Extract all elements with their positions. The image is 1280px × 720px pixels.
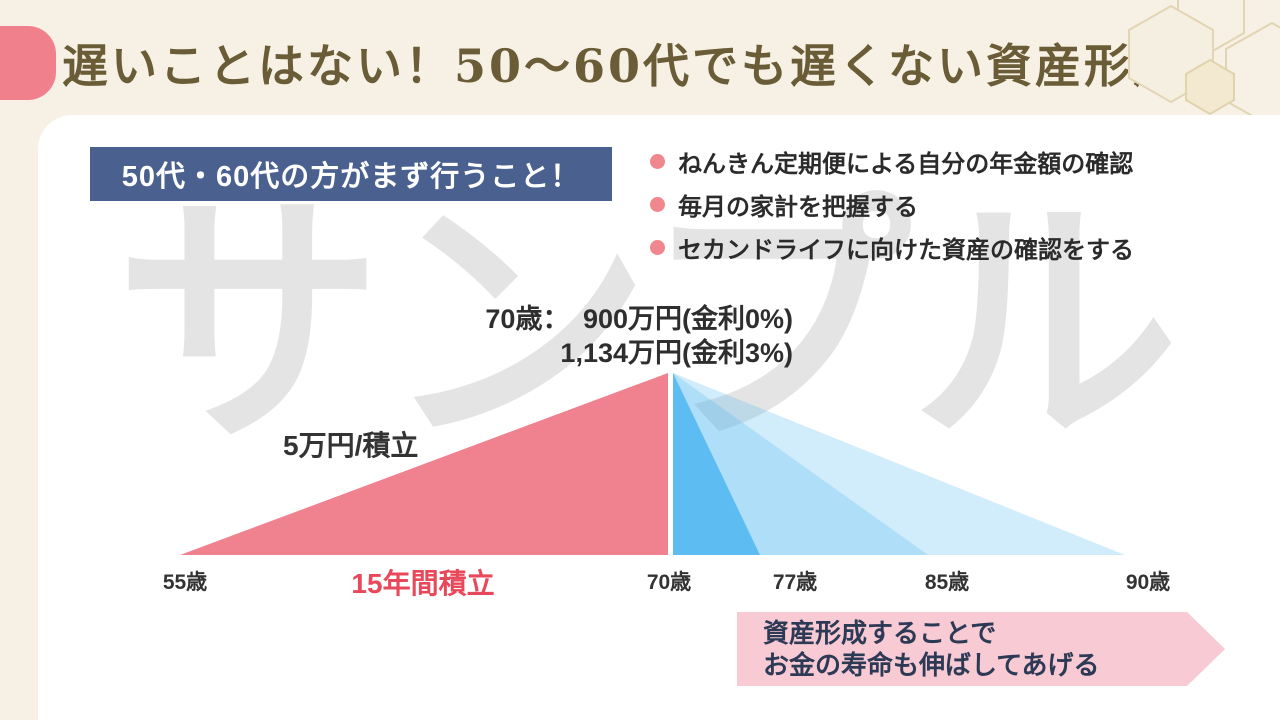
monthly-saving-label: 5万円/積立 — [283, 430, 419, 461]
x-tick-55: 55歳 — [162, 571, 208, 594]
section-heading-box: 50代・60代の方がまず行うこと！ — [90, 147, 612, 201]
peak-value-annotation: 70歳： 900万円(金利0%) 1,134万円(金利3%) — [485, 302, 793, 370]
peak-value-line2: 1,134万円(金利3%) — [560, 338, 793, 368]
drawdown-triangle-77 — [673, 373, 760, 555]
list-item: ねんきん定期便による自分の年金額の確認 — [650, 146, 1134, 178]
hexagon-decoration — [1128, 0, 1280, 129]
bullet-dot-icon — [650, 153, 665, 169]
list-item-label: セカンドライフに向けた資産の確認をする — [678, 236, 1134, 264]
section-heading-label: 50代・60代の方がまず行うこと！ — [121, 161, 581, 193]
x-tick-90: 90歳 — [1125, 571, 1171, 594]
list-item-label: 毎月の家計を把握する — [678, 193, 918, 221]
x-tick-85: 85歳 — [924, 571, 970, 594]
header-accent-shape — [0, 26, 56, 100]
hexagon-filled-small — [1185, 58, 1235, 116]
peak-value-line1: 70歳： 900万円(金利0%) — [485, 304, 793, 334]
bullet-dot-icon — [650, 239, 665, 255]
saving-duration-label: 15年間積立 — [351, 568, 495, 599]
conclusion-arrow-banner: 資産形成することで お金の寿命も伸ばしてあげる — [737, 612, 1225, 686]
x-tick-77: 77歳 — [772, 571, 818, 594]
accumulation-triangle — [180, 373, 668, 555]
checklist: ねんきん定期便による自分の年金額の確認 毎月の家計を把握する セカンドライフに向… — [650, 146, 1134, 275]
banner-line1: 資産形成することで — [763, 618, 997, 648]
list-item-label: ねんきん定期便による自分の年金額の確認 — [678, 150, 1134, 178]
x-tick-70: 70歳 — [646, 571, 692, 594]
drawdown-triangle-90 — [673, 373, 1125, 555]
banner-line2: お金の寿命も伸ばしてあげる — [763, 650, 1100, 680]
page-title: 遅いことはない！50〜60代でも遅くない資産形成 — [62, 39, 1183, 93]
list-item: 毎月の家計を把握する — [650, 189, 1134, 221]
triangle-gap-divider — [668, 373, 672, 555]
list-item: セカンドライフに向けた資産の確認をする — [650, 232, 1134, 264]
bullet-dot-icon — [650, 196, 665, 212]
